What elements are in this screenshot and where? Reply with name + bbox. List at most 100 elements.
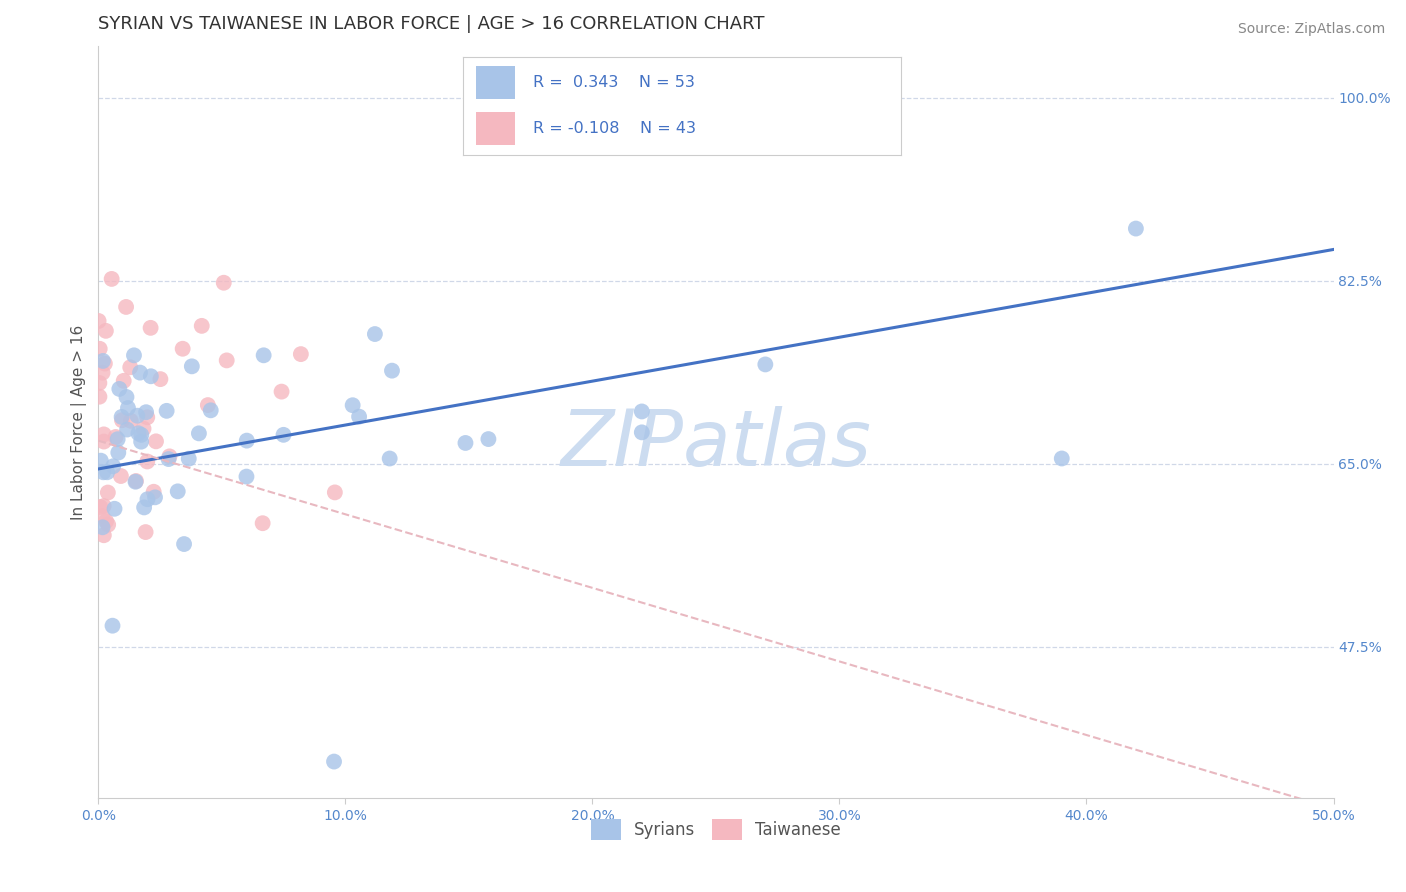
Point (145, 434, 167, 449)
Point (270, 384, 292, 399)
Point (159, 450, 181, 464)
Point (91, 520, 114, 534)
Point (177, 451, 200, 466)
Point (172, 342, 194, 356)
Point (132, 422, 155, 436)
Point (212, 276, 235, 290)
Point (97, 485, 120, 500)
Point (87, 314, 110, 328)
Point (236, 434, 259, 448)
Point (1125, 221, 1147, 235)
Point (111, 413, 134, 427)
Point (323, 755, 346, 769)
Point (120, 360, 142, 375)
Point (108, 382, 131, 396)
Point (378, 451, 401, 466)
Point (200, 403, 222, 417)
Point (157, 452, 180, 467)
Text: ZIPatlas: ZIPatlas (561, 407, 872, 483)
Point (323, 485, 346, 500)
Point (91, 366, 114, 380)
Point (93, 434, 115, 449)
Point (197, 398, 219, 412)
Point (107, 445, 129, 459)
Point (100, 272, 122, 286)
Point (142, 484, 165, 499)
Point (94, 324, 117, 338)
Point (89, 342, 111, 356)
Point (630, 425, 652, 440)
Point (107, 432, 129, 446)
Point (180, 359, 202, 374)
Point (117, 401, 139, 415)
Point (129, 428, 152, 442)
Point (111, 409, 134, 424)
Point (1050, 451, 1073, 466)
Point (135, 405, 157, 419)
Point (101, 618, 124, 632)
Point (115, 390, 138, 404)
Point (134, 500, 156, 515)
Point (89, 500, 111, 514)
Point (94, 514, 117, 528)
Point (136, 410, 159, 425)
Point (91, 465, 114, 479)
Point (290, 347, 312, 361)
Point (104, 430, 127, 444)
Point (115, 423, 138, 437)
Point (129, 366, 152, 380)
Point (166, 484, 188, 499)
Legend: Syrians, Taiwanese: Syrians, Taiwanese (583, 813, 848, 847)
Point (190, 318, 212, 333)
Point (91, 508, 114, 523)
Point (112, 374, 135, 388)
Point (135, 524, 157, 539)
Point (129, 434, 152, 449)
Point (557, 138, 579, 153)
Point (96, 465, 118, 479)
Point (235, 469, 257, 483)
Point (103, 501, 125, 516)
Text: Source: ZipAtlas.com: Source: ZipAtlas.com (1237, 22, 1385, 37)
Point (127, 426, 149, 441)
Y-axis label: In Labor Force | Age > 16: In Labor Force | Age > 16 (72, 325, 87, 519)
Point (97, 517, 120, 532)
Point (120, 414, 142, 428)
Point (381, 364, 404, 378)
Point (93, 427, 115, 442)
Point (136, 454, 159, 468)
Point (754, 358, 776, 372)
Point (127, 409, 149, 423)
Point (94, 357, 117, 371)
Point (89, 390, 111, 404)
Point (89, 376, 111, 390)
Point (149, 372, 172, 386)
Point (215, 353, 238, 368)
Point (364, 326, 387, 341)
Point (454, 436, 477, 450)
Point (630, 404, 652, 418)
Point (122, 348, 145, 362)
Point (173, 537, 195, 551)
Point (110, 469, 132, 483)
Point (91, 354, 114, 368)
Point (93, 499, 115, 513)
Point (253, 348, 276, 362)
Point (93, 528, 115, 542)
Point (115, 300, 138, 314)
Point (139, 321, 162, 335)
Point (139, 369, 162, 384)
Point (273, 427, 295, 442)
Point (143, 491, 166, 505)
Text: SYRIAN VS TAIWANESE IN LABOR FORCE | AGE > 16 CORRELATION CHART: SYRIAN VS TAIWANESE IN LABOR FORCE | AGE… (98, 15, 765, 33)
Point (252, 516, 274, 531)
Point (125, 474, 148, 488)
Point (347, 409, 370, 424)
Point (90, 453, 112, 467)
Point (156, 404, 179, 418)
Point (477, 432, 499, 446)
Point (187, 426, 209, 441)
Point (124, 475, 146, 489)
Point (136, 492, 159, 507)
Point (101, 459, 124, 474)
